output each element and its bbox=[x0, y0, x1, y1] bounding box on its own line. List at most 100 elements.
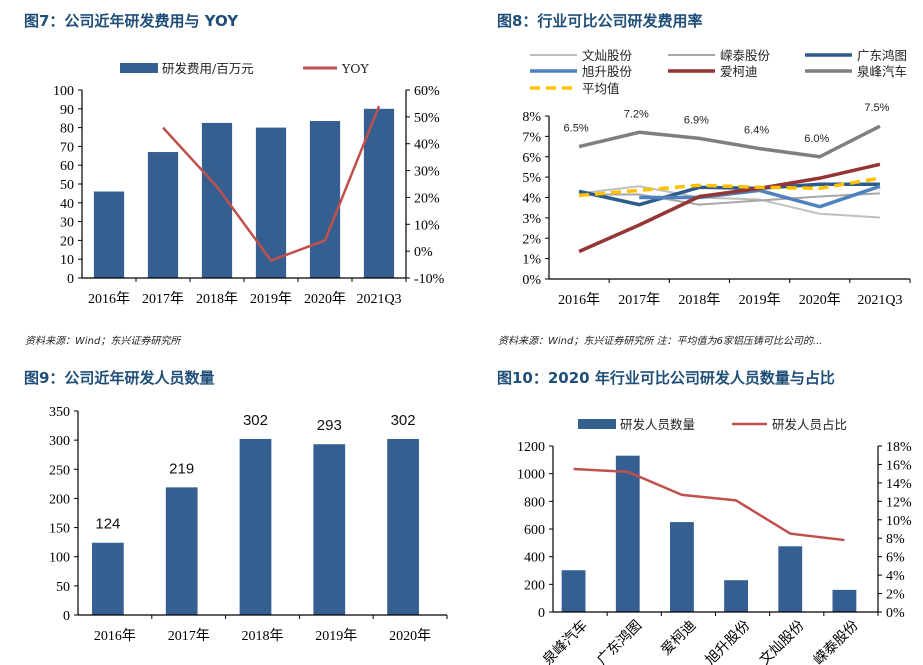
fig10-y2-tick-label: 16% bbox=[886, 458, 912, 473]
fig7-bar bbox=[147, 152, 179, 278]
fig9-x-tick-label: 2018年 bbox=[242, 628, 284, 644]
fig8-y-tick-label: 3% bbox=[522, 212, 541, 227]
fig9-bar bbox=[165, 487, 198, 615]
fig7-x-tick-label: 2019年 bbox=[250, 291, 292, 307]
fig8-x-tick-label: 2019年 bbox=[739, 292, 781, 308]
fig9-y-tick-label: 100 bbox=[49, 551, 70, 566]
fig9-x-tick-label: 2019年 bbox=[315, 628, 357, 644]
fig8-legend-label: 文灿股份 bbox=[582, 48, 633, 63]
fig10-y2-tick-label: 8% bbox=[886, 532, 905, 547]
fig9-y-tick-label: 150 bbox=[49, 522, 70, 537]
fig8-x-tick-label: 2016年 bbox=[558, 292, 600, 308]
fig8-x-tick-label: 2018年 bbox=[678, 292, 720, 308]
fig8-y-tick-label: 6% bbox=[522, 151, 541, 166]
fig7-bar bbox=[363, 108, 395, 278]
fig7-y-tick-label: 50 bbox=[60, 178, 74, 193]
fig9-x-tick-label: 2017年 bbox=[168, 628, 210, 644]
fig8-data-label: 6.4% bbox=[744, 125, 769, 137]
fig7-y2-tick-label: 0% bbox=[414, 245, 433, 260]
fig8-x-tick-label: 2017年 bbox=[618, 292, 660, 308]
fig9-y-tick-label: 350 bbox=[49, 405, 70, 420]
fig8-legend-label: 爱柯迪 bbox=[720, 64, 758, 79]
fig8-series-line bbox=[579, 192, 880, 206]
fig7-y2-tick-label: -10% bbox=[414, 272, 445, 287]
fig10-y2-tick-label: 18% bbox=[886, 440, 912, 455]
fig7-yoy-line bbox=[162, 105, 381, 262]
fig7-y2-tick-label: 20% bbox=[414, 191, 440, 206]
fig9-data-label: 302 bbox=[391, 412, 416, 429]
fig7-bar bbox=[309, 121, 341, 279]
fig7-y-tick-label: 40 bbox=[60, 197, 74, 212]
fig10-y-tick-label: 1200 bbox=[517, 440, 545, 455]
fig8-y-tick-label: 7% bbox=[522, 130, 541, 145]
fig9-bar bbox=[239, 438, 272, 615]
fig9-data-label: 302 bbox=[243, 412, 268, 429]
fig8-data-label: 7.2% bbox=[624, 108, 649, 120]
fig7-x-tick-label: 2021Q3 bbox=[356, 292, 401, 307]
fig7-y2-tick-label: 30% bbox=[414, 165, 440, 180]
fig8-data-label: 6.9% bbox=[684, 114, 709, 126]
fig7-x-tick-label: 2018年 bbox=[196, 291, 238, 307]
fig9-bar bbox=[387, 438, 419, 615]
fig8-source: 资料来源：Wind；东兴证券研究所 注：平均值为6家铝压铸可比公司的... bbox=[498, 336, 823, 347]
fig9-y-tick-label: 0 bbox=[63, 609, 70, 624]
fig7-y2-tick-label: 40% bbox=[414, 138, 440, 153]
fig10-legend-bar-label: 研发人员数量 bbox=[620, 417, 695, 432]
fig10-x-tick-label: 爱柯迪 bbox=[658, 618, 699, 659]
fig8-data-label: 6.0% bbox=[804, 133, 829, 145]
fig10-bar bbox=[561, 570, 586, 612]
fig8-y-tick-label: 8% bbox=[522, 110, 541, 125]
fig8-y-tick-label: 5% bbox=[522, 171, 541, 186]
fig7-y2-tick-label: 60% bbox=[414, 84, 440, 99]
fig9-bar bbox=[92, 542, 124, 615]
fig7-x-tick-label: 2020年 bbox=[304, 291, 346, 307]
fig10-y-tick-label: 200 bbox=[524, 578, 545, 593]
fig7-y-tick-label: 10 bbox=[60, 253, 74, 268]
fig10-bar bbox=[615, 455, 640, 612]
fig8-series-line bbox=[578, 185, 880, 219]
fig7-bar bbox=[93, 191, 125, 278]
fig7-y-tick-label: 100 bbox=[53, 84, 74, 99]
fig7-y-tick-label: 20 bbox=[60, 234, 74, 249]
fig10-bar bbox=[670, 522, 694, 612]
fig9-y-tick-label: 50 bbox=[56, 580, 70, 595]
fig7-y2-tick-label: 10% bbox=[414, 218, 440, 233]
fig10-x-tick-label: 广东鸿图 bbox=[593, 617, 645, 665]
fig10-x-tick-label: 嵘泰股份 bbox=[811, 618, 862, 665]
fig9-title: 图9：公司近年研发人员数量 bbox=[24, 369, 215, 387]
fig8-legend-label: 旭升股份 bbox=[582, 64, 633, 79]
fig7-y-tick-label: 70 bbox=[60, 140, 74, 155]
fig7-legend-line-label: YOY bbox=[341, 61, 369, 76]
fig8-y-tick-label: 0% bbox=[522, 273, 541, 288]
fig8-data-label: 6.5% bbox=[564, 123, 589, 135]
fig8-legend-label: 泉峰汽车 bbox=[857, 64, 907, 79]
fig9-y-tick-label: 250 bbox=[49, 463, 70, 478]
fig9-y-tick-label: 300 bbox=[49, 434, 70, 449]
fig10-y2-tick-label: 6% bbox=[886, 551, 905, 566]
fig10-title: 图10：2020 年行业可比公司研发人员数量与占比 bbox=[497, 369, 835, 387]
fig10-x-tick-label: 泉峰汽车 bbox=[539, 617, 591, 665]
fig10-y-tick-label: 0 bbox=[538, 606, 545, 621]
fig9-bar bbox=[313, 444, 346, 615]
fig9-x-tick-label: 2016年 bbox=[94, 628, 136, 644]
fig10-legend-line-label: 研发人员占比 bbox=[772, 417, 847, 432]
fig7-x-tick-label: 2017年 bbox=[142, 291, 184, 307]
fig10-y2-tick-label: 4% bbox=[886, 569, 905, 584]
fig10-bar bbox=[778, 546, 803, 612]
fig8-series-line bbox=[639, 184, 881, 209]
fig7-legend-bar-label: 研发费用/百万元 bbox=[162, 61, 254, 76]
fig10-y2-tick-label: 0% bbox=[886, 606, 905, 621]
fig9-data-label: 293 bbox=[317, 417, 342, 434]
fig7-y-tick-label: 90 bbox=[60, 103, 74, 118]
fig7-legend-bar-swatch bbox=[120, 63, 158, 73]
fig8-y-tick-label: 4% bbox=[522, 192, 541, 207]
fig8-y-tick-label: 2% bbox=[522, 232, 541, 247]
fig8-y-tick-label: 1% bbox=[522, 253, 541, 268]
fig8-series-line bbox=[578, 162, 881, 254]
fig7-y-tick-label: 80 bbox=[60, 122, 74, 137]
fig9-data-label: 219 bbox=[169, 460, 194, 477]
fig8-legend-label: 嵘泰股份 bbox=[720, 48, 771, 63]
fig10-y-tick-label: 400 bbox=[524, 551, 545, 566]
fig10-y-tick-label: 800 bbox=[524, 495, 545, 510]
